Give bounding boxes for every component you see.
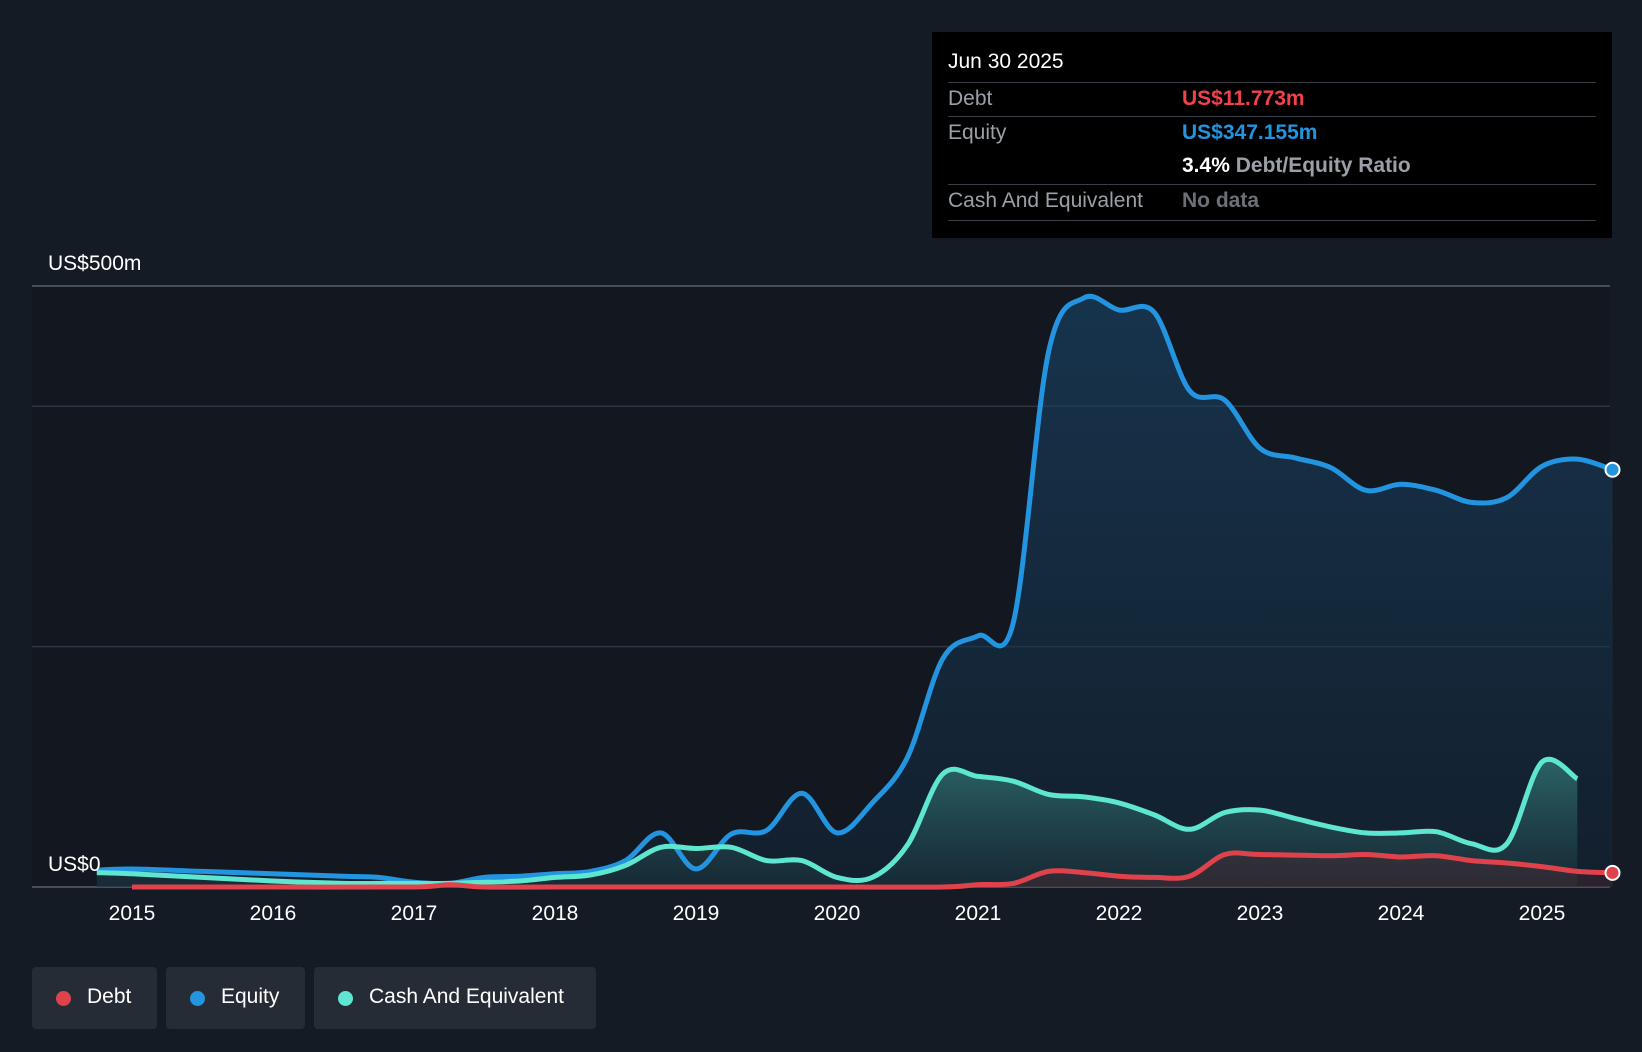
- tooltip-date: Jun 30 2025: [948, 50, 1064, 73]
- tooltip-ratio-label: Debt/Equity Ratio: [1235, 154, 1411, 177]
- legend-cash[interactable]: Cash And Equivalent: [314, 967, 596, 1029]
- x-tick-label: 2022: [1096, 902, 1143, 925]
- x-tick-label: 2025: [1519, 902, 1566, 925]
- tooltip-debt-row: Debt US$11.773m: [948, 82, 1596, 117]
- tooltip-ratio: 3.4% Debt/Equity Ratio: [1182, 154, 1411, 178]
- equity-end-marker: [1604, 461, 1621, 478]
- tooltip-cash-row: Cash And Equivalent No data: [948, 184, 1596, 219]
- x-tick-label: 2024: [1378, 902, 1425, 925]
- y-axis-bottom-label: US$0: [48, 853, 101, 876]
- tooltip-equity-row: Equity US$347.155m: [948, 116, 1596, 151]
- x-tick-label: 2018: [532, 902, 579, 925]
- tooltip-cash-value: No data: [1182, 189, 1260, 212]
- tooltip-ratio-value: 3.4%: [1182, 154, 1230, 177]
- legend-debt-label: Debt: [87, 985, 132, 1008]
- debt-end-marker: [1604, 864, 1621, 881]
- x-tick-label: 2019: [673, 902, 720, 925]
- x-tick-label: 2023: [1237, 902, 1284, 925]
- x-tick-label: 2017: [391, 902, 438, 925]
- tooltip-ratio-row: 3.4% Debt/Equity Ratio: [948, 150, 1596, 184]
- x-tick-label: 2020: [814, 902, 861, 925]
- tooltip-debt-label: Debt: [948, 87, 993, 110]
- debt-line: [131, 850, 1613, 890]
- y-axis-top-label: US$500m: [48, 252, 141, 275]
- debt-dot-icon: [56, 991, 71, 1006]
- legend-debt[interactable]: Debt: [32, 967, 157, 1029]
- tooltip-equity-value: US$347.155m: [1182, 121, 1318, 144]
- x-tick-label: 2016: [250, 902, 297, 925]
- legend-equity-label: Equity: [221, 985, 280, 1008]
- x-tick-label: 2015: [109, 902, 156, 925]
- equity-area: [96, 296, 1613, 888]
- cash-line: [96, 757, 1579, 887]
- legend-cash-label: Cash And Equivalent: [369, 985, 564, 1008]
- debt-area: [132, 852, 1613, 888]
- tooltip-divider: [948, 220, 1596, 221]
- cash-dot-icon: [338, 991, 353, 1006]
- x-tick-label: 2021: [955, 902, 1002, 925]
- tooltip-cash-label: Cash And Equivalent: [948, 189, 1143, 212]
- tooltip-panel: Jun 30 2025 Debt US$11.773m Equity US$34…: [932, 32, 1612, 238]
- equity-dot-icon: [190, 991, 205, 1006]
- cash-area: [96, 759, 1578, 887]
- tooltip-debt-value: US$11.773m: [1182, 87, 1305, 110]
- legend-equity[interactable]: Equity: [166, 967, 305, 1029]
- tooltip-equity-label: Equity: [948, 121, 1007, 144]
